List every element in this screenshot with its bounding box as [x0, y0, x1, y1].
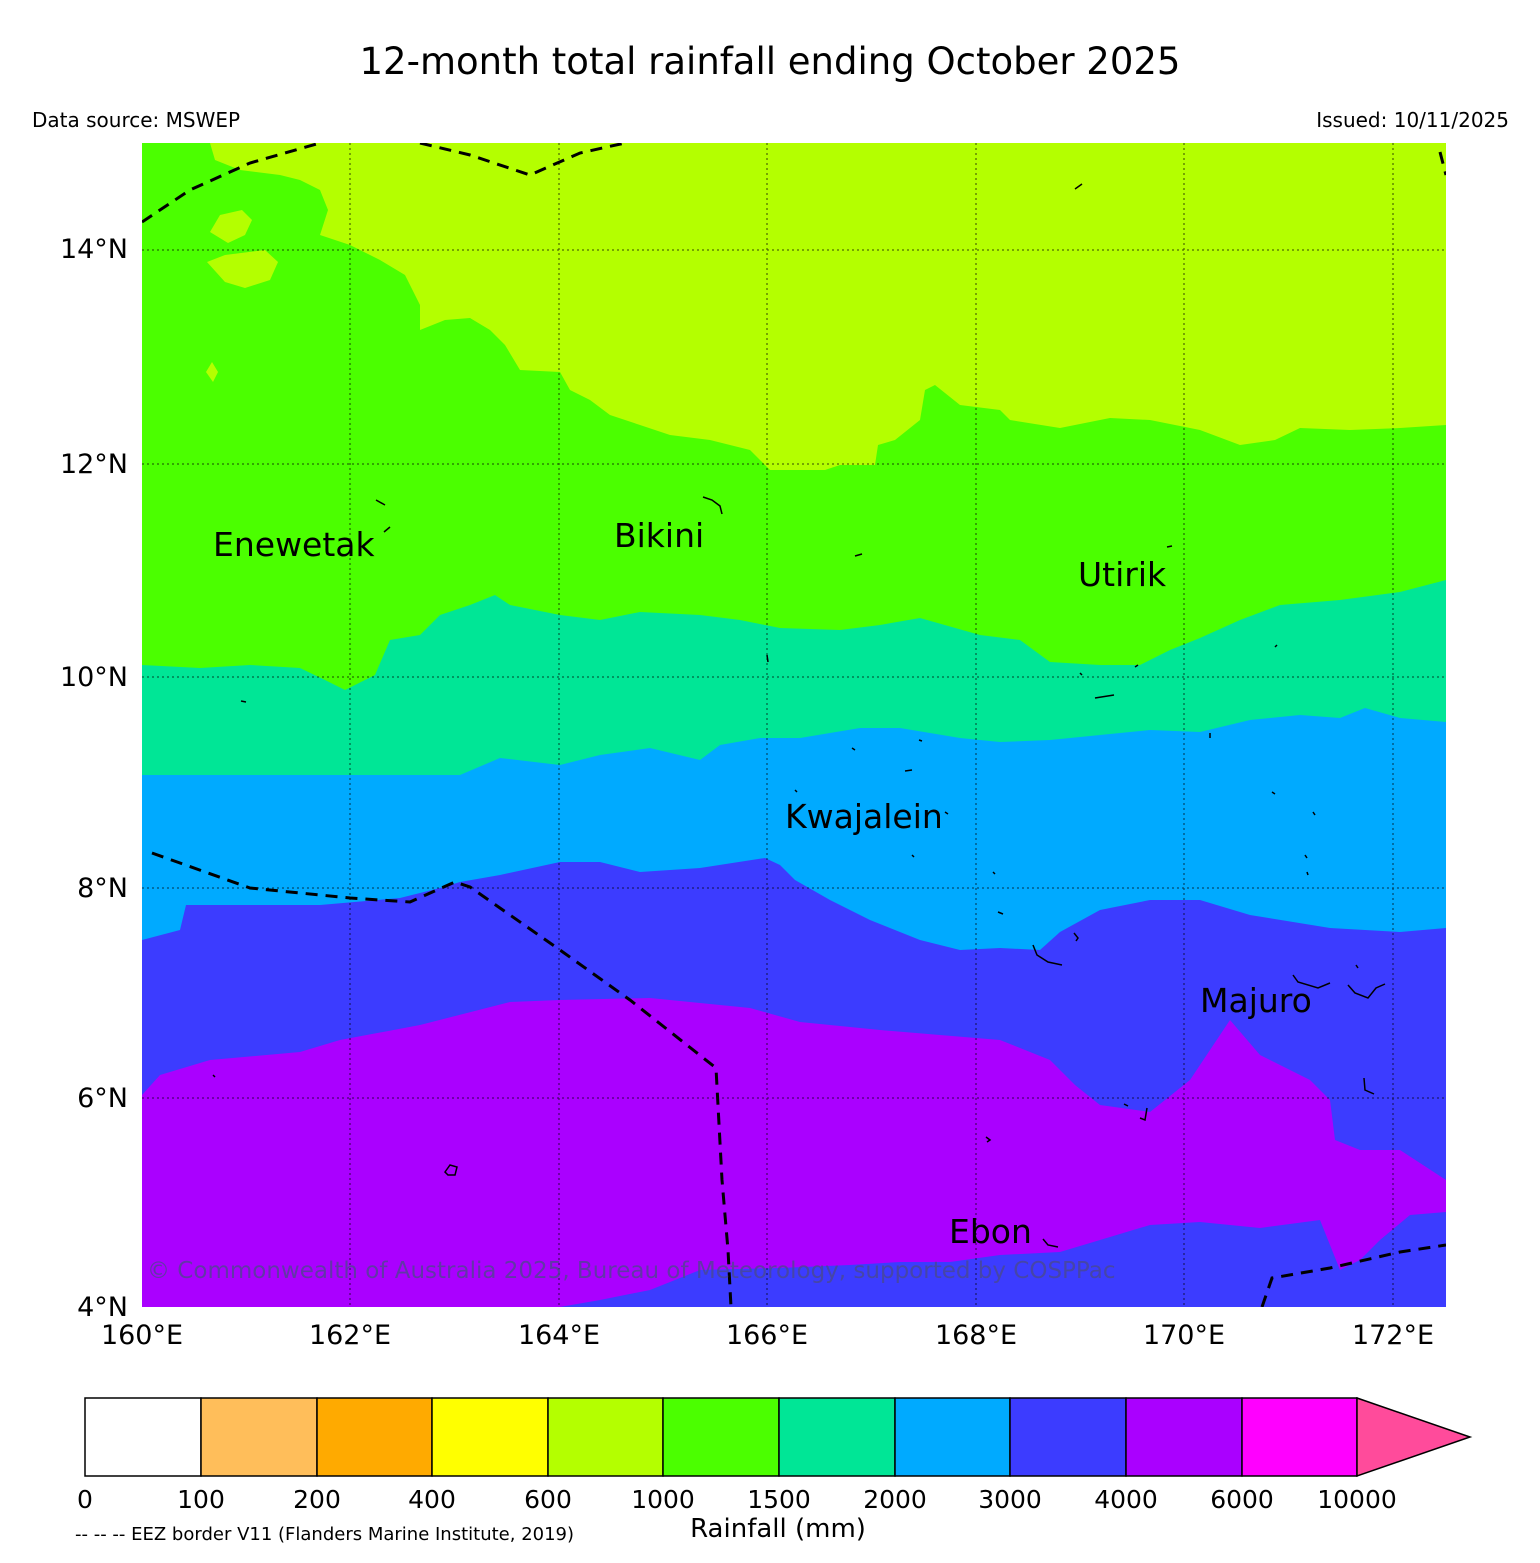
colorbar-ticks: 0 100 200 400 600 1000 1500 2000 3000 40…: [77, 1485, 1397, 1514]
colorbar-swatch: [547, 1397, 664, 1477]
colorbar-swatch: [431, 1397, 549, 1477]
colorbar-tick: 0: [77, 1485, 93, 1514]
colorbar-extend-arrow: [1356, 1396, 1473, 1478]
band-600-1000-patch: [210, 210, 252, 243]
lon-label: 172°E: [1352, 1320, 1434, 1351]
colorbar-tick: 600: [524, 1485, 572, 1514]
place-label-utirik: Utirik: [1078, 555, 1167, 594]
lon-label: 164°E: [518, 1320, 600, 1351]
atoll-coastlines: [212, 183, 1386, 1248]
colorbar-tick: 10000: [1317, 1485, 1397, 1514]
colorbar-swatch: [778, 1397, 896, 1477]
colorbar-tick: 400: [408, 1485, 456, 1514]
band-600-1000-patch: [206, 362, 218, 382]
lat-label: 4°N: [77, 1292, 128, 1323]
colorbar-swatch: [894, 1397, 1011, 1477]
colorbar-swatch: [1009, 1397, 1127, 1477]
data-source-label: Data source: MSWEP: [32, 108, 241, 132]
colorbar-tick: 4000: [1094, 1485, 1158, 1514]
colorbar-swatch: [316, 1397, 433, 1477]
map-title: 12-month total rainfall ending October 2…: [359, 40, 1181, 83]
colorbar-tick: 3000: [978, 1485, 1042, 1514]
eez-borders: [142, 143, 1446, 1307]
colorbar-tick: 6000: [1210, 1485, 1274, 1514]
lat-label: 14°N: [60, 234, 128, 265]
lon-label: 162°E: [309, 1320, 391, 1351]
colorbar-tick: 100: [177, 1485, 225, 1514]
lon-label: 168°E: [935, 1320, 1017, 1351]
place-label-bikini: Bikini: [614, 516, 704, 555]
copyright-watermark: © Commonwealth of Australia 2025, Bureau…: [147, 1258, 1116, 1284]
colorbar-tick: 2000: [863, 1485, 927, 1514]
issued-date-label: Issued: 10/11/2025: [1316, 108, 1509, 132]
colorbar-swatch: [84, 1397, 202, 1477]
place-label-majuro: Majuro: [1200, 981, 1312, 1020]
lon-label: 166°E: [726, 1320, 808, 1351]
band-4000-6000: [142, 998, 1446, 1307]
longitude-labels: 160°E 162°E 164°E 166°E 168°E 170°E 172°…: [101, 1320, 1434, 1351]
place-label-enewetak: Enewetak: [213, 525, 376, 564]
eez-border-note: -- -- -- EEZ border V11 (Flanders Marine…: [75, 1524, 574, 1545]
rainfall-bands: [142, 143, 1446, 1307]
lat-label: 6°N: [77, 1083, 128, 1114]
band-600-1000: [142, 143, 1446, 470]
latitude-labels: 14°N 12°N 10°N 8°N 6°N 4°N: [60, 234, 128, 1323]
colorbar-swatch: [662, 1397, 780, 1477]
place-label-ebon: Ebon: [949, 1212, 1032, 1251]
lon-label: 170°E: [1143, 1320, 1225, 1351]
colorbar-swatch: [1241, 1397, 1358, 1477]
place-label-kwajalein: Kwajalein: [785, 797, 943, 836]
colorbar-tick: 200: [293, 1485, 341, 1514]
colorbar: [84, 1396, 1473, 1478]
lat-label: 8°N: [77, 873, 128, 904]
graticule: [142, 143, 1446, 1307]
band-600-1000-patch: [207, 250, 278, 288]
lat-label: 10°N: [60, 662, 128, 693]
place-labels: Enewetak Bikini Utirik Kwajalein Majuro …: [213, 516, 1312, 1251]
colorbar-units-label: Rainfall (mm): [690, 1514, 866, 1544]
lon-label: 160°E: [101, 1320, 183, 1351]
colorbar-tick: 1000: [631, 1485, 695, 1514]
lat-label: 12°N: [60, 449, 128, 480]
colorbar-tick: 1500: [747, 1485, 811, 1514]
colorbar-swatch: [200, 1397, 318, 1477]
colorbar-swatch: [1125, 1397, 1243, 1477]
